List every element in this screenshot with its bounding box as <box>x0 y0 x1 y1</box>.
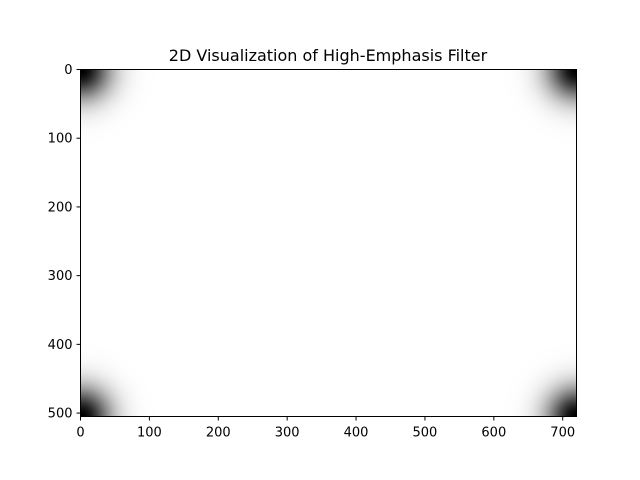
x-tick-label: 0 <box>76 426 84 441</box>
heatmap-image <box>80 69 577 417</box>
y-tick-label: 400 <box>48 338 73 353</box>
plot-frame <box>80 69 577 417</box>
x-tick-label: 200 <box>206 426 231 441</box>
x-tick-label: 300 <box>275 426 300 441</box>
x-tick-label: 500 <box>413 426 438 441</box>
chart-title: 2D Visualization of High-Emphasis Filter <box>169 46 488 65</box>
y-tick-label: 300 <box>48 269 73 284</box>
x-tick-label: 100 <box>137 426 162 441</box>
x-axis: 0 100 200 300 400 500 600 700 <box>76 416 575 441</box>
y-axis: 0 100 200 300 400 500 <box>48 63 81 422</box>
x-tick-label: 600 <box>481 426 506 441</box>
y-tick-label: 0 <box>64 63 72 78</box>
y-tick-label: 200 <box>48 200 73 215</box>
x-tick-label: 700 <box>550 426 575 441</box>
x-tick-label: 400 <box>344 426 369 441</box>
y-tick-label: 100 <box>48 132 73 147</box>
plot-area <box>80 69 577 417</box>
y-tick-label: 500 <box>48 407 73 422</box>
